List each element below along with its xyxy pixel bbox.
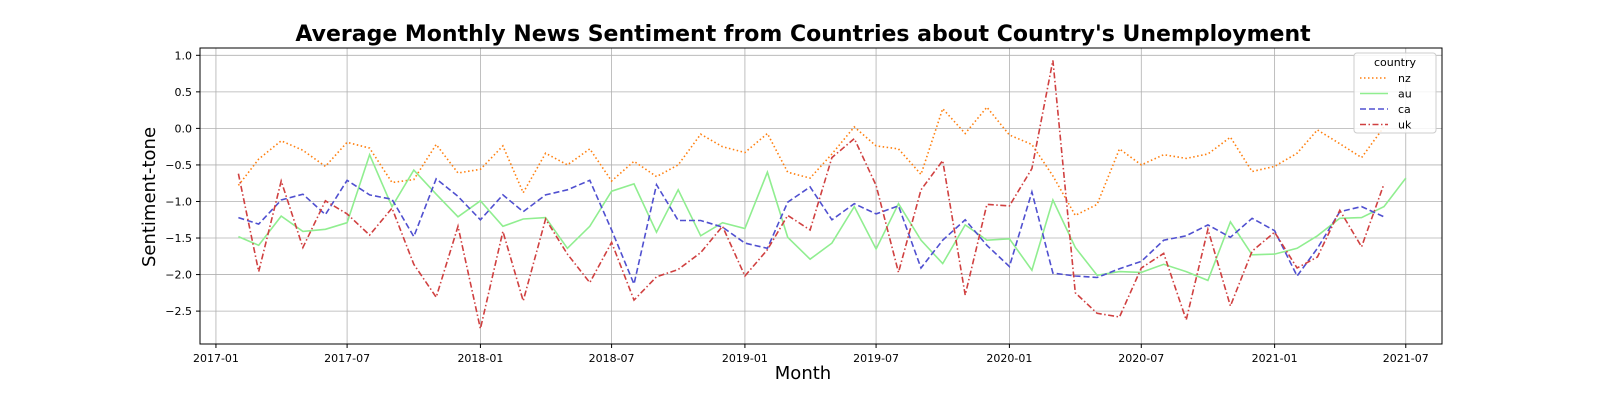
legend-label-ca: ca [1398,103,1411,116]
grid [200,48,1442,344]
legend-label-au: au [1398,88,1412,101]
legend-label-uk: uk [1398,119,1412,132]
series-line-ca [238,177,1385,287]
legend: country nz au ca uk [1353,52,1437,134]
y-tick-label: −2.5 [165,305,192,318]
y-tick-label: 1.0 [175,49,193,62]
y-axis-label: Sentiment-tone [139,127,160,267]
y-tick-label: 0.5 [175,86,193,99]
y-tick-label: 0.0 [175,122,193,135]
series-line-uk [237,60,1385,329]
y-tick-label: −0.5 [165,159,192,172]
x-tick-label: 2020-07 [1118,352,1164,365]
x-tick-label: 2017-07 [324,352,370,365]
x-tick-label: 2019-01 [722,352,768,365]
series-line-nz [237,105,1385,217]
y-tick-label: −2.0 [165,269,192,282]
y-tick-label: −1.5 [165,232,192,245]
x-tick-label: 2019-07 [853,352,899,365]
x-tick-label: 2018-01 [457,352,503,365]
chart-title: Average Monthly News Sentiment from Coun… [295,22,1311,47]
plot-frame [199,47,1443,345]
x-tick-label: 2018-07 [589,352,635,365]
axis-ticks: 2017-01 2017-07 2018-01 2018-07 2019-01 2019-… [165,49,1428,365]
series-lines [237,60,1407,329]
legend-title: country [1374,56,1417,69]
legend-label-nz: nz [1398,72,1411,85]
y-tick-label: −1.0 [165,195,192,208]
x-tick-label: 2021-01 [1252,352,1298,365]
x-tick-label: 2017-01 [193,352,239,365]
x-tick-label: 2020-01 [986,352,1032,365]
x-tick-label: 2021-07 [1383,352,1429,365]
legend-box [1353,52,1437,134]
x-axis-label: Month [775,363,831,384]
